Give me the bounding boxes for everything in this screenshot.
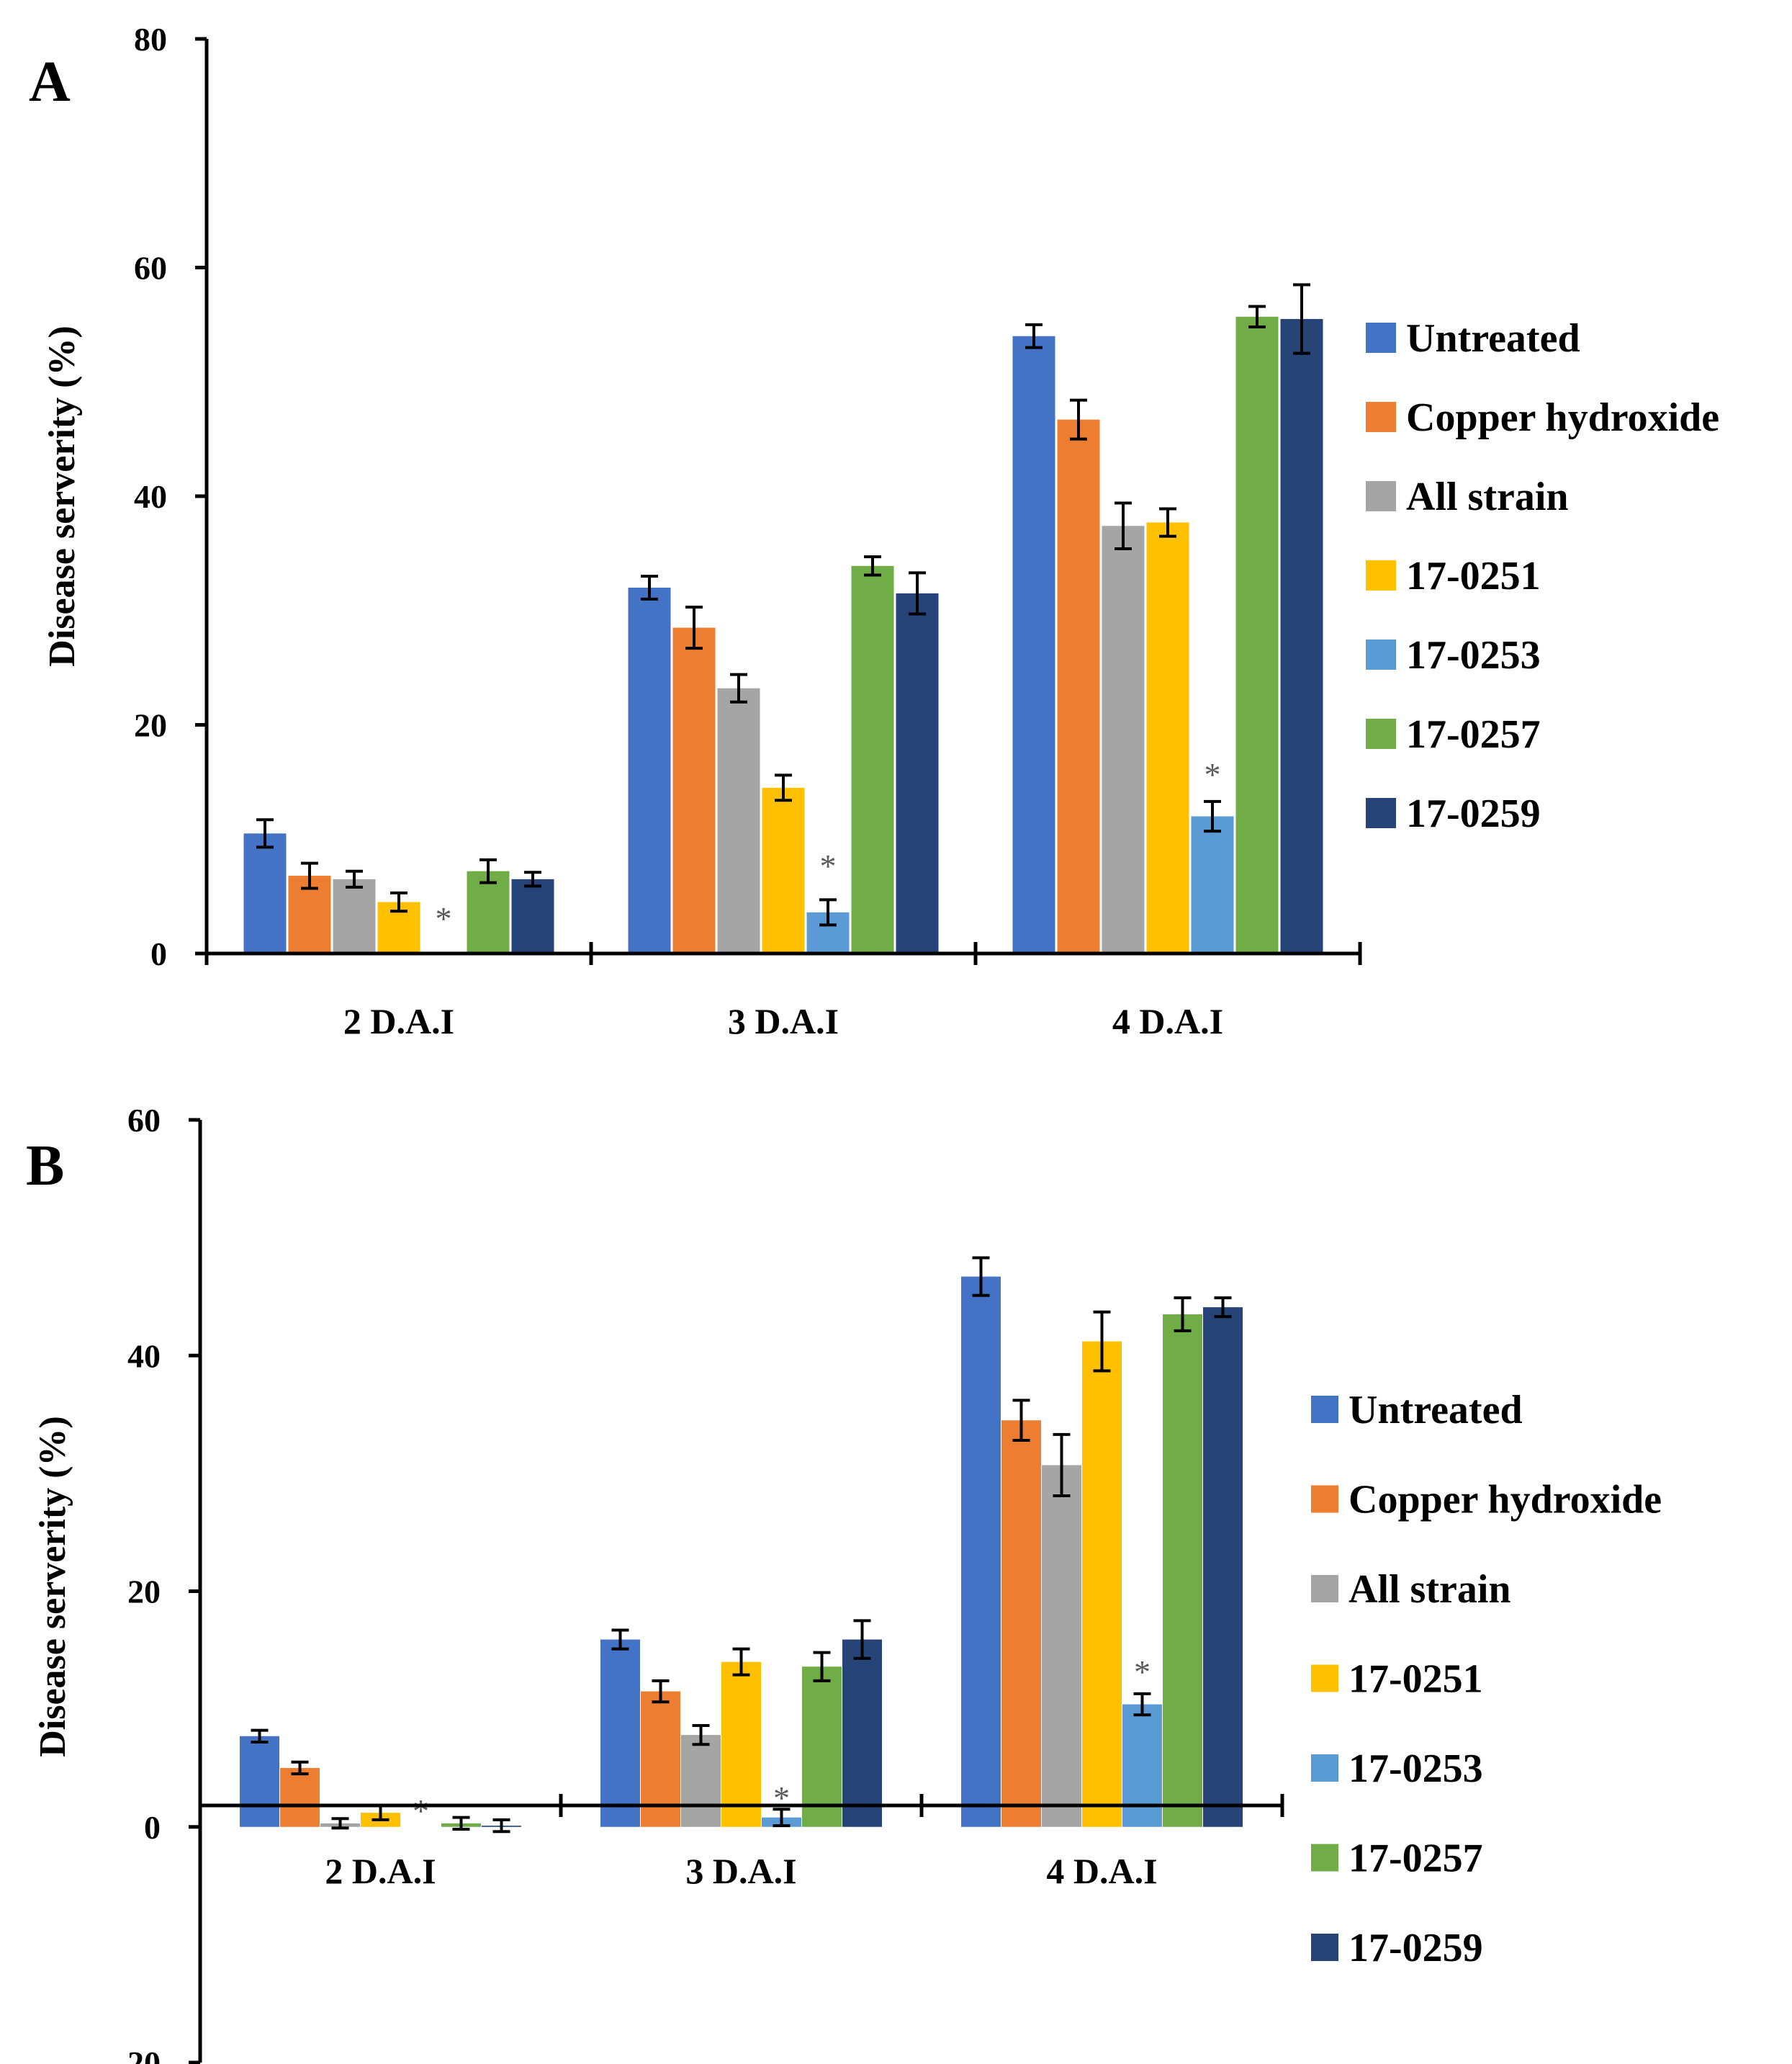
bar-copper-hydroxide-4-d-a-i bbox=[1057, 419, 1100, 954]
legend: Untreated Copper hydroxide All strain 17-02… bbox=[1366, 316, 1719, 836]
y-tick-label: 40 bbox=[134, 478, 167, 515]
significance-marker-4-d-a-i: * bbox=[1205, 756, 1221, 793]
chart-panel-a: A Disease serverity (%) * * * 0 20 40 60 80 2 D.A.… bbox=[29, 21, 1719, 1041]
panel-label: B bbox=[26, 1134, 64, 1198]
legend-swatch-17-0253 bbox=[1366, 640, 1396, 670]
y-tick-label: 0 bbox=[150, 935, 167, 972]
significance-marker-3-d-a-i: * bbox=[773, 1780, 790, 1816]
legend-label-17-0251: 17-0251 bbox=[1406, 554, 1541, 598]
bar-17-0257-3-d-a-i bbox=[851, 565, 894, 954]
bar-untreated-4-d-a-i bbox=[1012, 336, 1055, 954]
bar-untreated-2-d-a-i bbox=[240, 1736, 279, 1827]
x-tick-label-4-d-a-i: 4 D.A.I bbox=[1046, 1851, 1157, 1891]
bar-17-0259-4-d-a-i bbox=[1203, 1307, 1243, 1827]
significance-marker-2-d-a-i: * bbox=[436, 900, 452, 937]
legend-label-copper-hydroxide: Copper hydroxide bbox=[1406, 395, 1719, 440]
x-tick-label-3-d-a-i: 3 D.A.I bbox=[728, 1001, 839, 1041]
legend-label-17-0259: 17-0259 bbox=[1348, 1926, 1483, 1970]
legend-label-all-strain: All strain bbox=[1406, 475, 1569, 519]
y-tick-label: 0 bbox=[144, 1809, 161, 1846]
bar-17-0259-2-d-a-i bbox=[511, 879, 554, 954]
y-axis-title: Disease serverity (%) bbox=[42, 326, 83, 667]
legend-swatch-17-0257 bbox=[1311, 1844, 1338, 1872]
x-tick-label-2-d-a-i: 2 D.A.I bbox=[343, 1001, 454, 1041]
legend-label-all-strain: All strain bbox=[1348, 1567, 1511, 1612]
legend-label-17-0251: 17-0251 bbox=[1348, 1657, 1483, 1702]
bar-untreated-3-d-a-i bbox=[600, 1639, 640, 1827]
bar-17-0251-3-d-a-i bbox=[721, 1661, 761, 1827]
bar-all-strain-4-d-a-i bbox=[1042, 1465, 1081, 1827]
bar-untreated-4-d-a-i bbox=[961, 1276, 1001, 1827]
significance-marker-2-d-a-i: * bbox=[413, 1792, 429, 1829]
bar-untreated-3-d-a-i bbox=[628, 588, 671, 954]
legend-swatch-untreated bbox=[1366, 323, 1396, 353]
bar-17-0251-3-d-a-i bbox=[762, 787, 805, 954]
legend-swatch-17-0259 bbox=[1366, 798, 1396, 828]
y-tick-label: -20 bbox=[117, 2045, 161, 2064]
bar-copper-hydroxide-2-d-a-i bbox=[280, 1767, 320, 1827]
legend: Untreated Copper hydroxide All strain 17-02… bbox=[1311, 1388, 1662, 1970]
bar-17-0251-4-d-a-i bbox=[1082, 1341, 1122, 1827]
legend-label-17-0253: 17-0253 bbox=[1348, 1746, 1483, 1791]
bar-17-0257-4-d-a-i bbox=[1235, 316, 1279, 954]
bar-copper-hydroxide-4-d-a-i bbox=[1001, 1420, 1041, 1827]
legend-label-copper-hydroxide: Copper hydroxide bbox=[1348, 1478, 1662, 1522]
legend-swatch-17-0251 bbox=[1311, 1664, 1338, 1692]
legend-swatch-17-0253 bbox=[1311, 1754, 1338, 1782]
legend-swatch-all-strain bbox=[1366, 481, 1396, 511]
bar-17-0257-4-d-a-i bbox=[1163, 1314, 1202, 1827]
legend-swatch-17-0259 bbox=[1311, 1934, 1338, 1961]
x-tick-label-4-d-a-i: 4 D.A.I bbox=[1112, 1001, 1223, 1041]
bar-17-0253-4-d-a-i bbox=[1191, 816, 1234, 954]
bar-17-0259-4-d-a-i bbox=[1280, 318, 1323, 954]
bar-17-0257-2-d-a-i bbox=[467, 871, 510, 954]
bar-17-0251-4-d-a-i bbox=[1146, 522, 1189, 954]
legend-swatch-17-0257 bbox=[1366, 719, 1396, 749]
significance-marker-4-d-a-i: * bbox=[1134, 1654, 1151, 1690]
panel-label: A bbox=[29, 50, 71, 114]
legend-label-17-0253: 17-0253 bbox=[1406, 633, 1541, 678]
bar-all-strain-3-d-a-i bbox=[717, 688, 760, 954]
legend-label-untreated: Untreated bbox=[1406, 316, 1580, 361]
legend-label-17-0257: 17-0257 bbox=[1406, 712, 1541, 757]
legend-swatch-17-0251 bbox=[1366, 560, 1396, 591]
bar-copper-hydroxide-3-d-a-i bbox=[672, 627, 716, 954]
bar-all-strain-3-d-a-i bbox=[681, 1735, 721, 1827]
bar-17-0253-4-d-a-i bbox=[1122, 1704, 1162, 1827]
legend-label-17-0257: 17-0257 bbox=[1348, 1836, 1483, 1881]
legend-swatch-untreated bbox=[1311, 1396, 1338, 1423]
y-axis-title: Disease serverity (%) bbox=[32, 1416, 73, 1757]
chart-panel-b: B Disease serverity (%) * * * -20 0 20 40 60 2 D.A… bbox=[26, 1102, 1662, 2064]
bar-17-0257-3-d-a-i bbox=[802, 1666, 842, 1827]
legend-swatch-copper-hydroxide bbox=[1366, 402, 1396, 432]
bar-all-strain-4-d-a-i bbox=[1102, 526, 1145, 954]
bar-all-strain-2-d-a-i bbox=[333, 879, 376, 954]
significance-marker-3-d-a-i: * bbox=[820, 848, 837, 884]
bar-untreated-2-d-a-i bbox=[243, 833, 287, 954]
y-tick-label: 40 bbox=[127, 1337, 161, 1374]
x-tick-label-3-d-a-i: 3 D.A.I bbox=[685, 1851, 796, 1891]
x-tick-label-2-d-a-i: 2 D.A.I bbox=[325, 1851, 436, 1891]
legend-label-untreated: Untreated bbox=[1348, 1388, 1523, 1432]
legend-swatch-copper-hydroxide bbox=[1311, 1485, 1338, 1513]
legend-swatch-all-strain bbox=[1311, 1575, 1338, 1602]
legend-label-17-0259: 17-0259 bbox=[1406, 791, 1541, 836]
y-tick-label: 80 bbox=[134, 21, 167, 58]
y-tick-label: 60 bbox=[127, 1102, 161, 1139]
bar-17-0259-3-d-a-i bbox=[842, 1639, 882, 1827]
y-tick-label: 20 bbox=[127, 1574, 161, 1610]
bar-17-0259-3-d-a-i bbox=[896, 593, 939, 954]
y-tick-label: 60 bbox=[134, 250, 167, 287]
y-tick-label: 20 bbox=[134, 707, 167, 744]
